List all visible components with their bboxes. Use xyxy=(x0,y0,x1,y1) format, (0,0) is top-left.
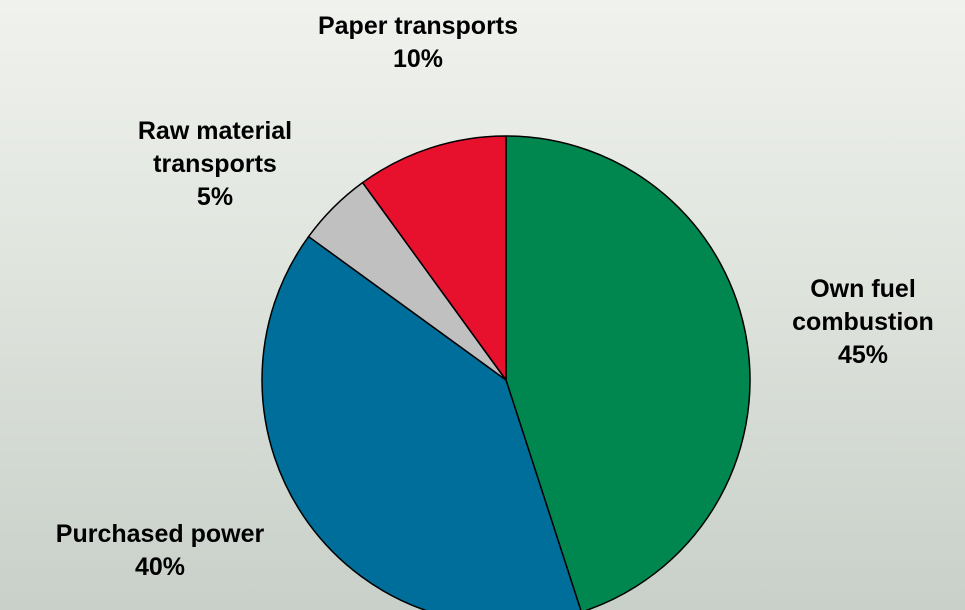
label-raw-material-line1: Raw material xyxy=(137,117,293,145)
label-own-fuel-line2: combustion xyxy=(792,308,934,336)
label-paper-transports-value: 10% xyxy=(392,45,444,73)
label-purchased-power-value: 40% xyxy=(134,553,186,581)
label-paper-transports: Paper transports 10% xyxy=(268,10,568,76)
label-own-fuel: Own fuel combustion 45% xyxy=(763,273,963,372)
pie-slice-paper-transports xyxy=(361,135,507,381)
label-raw-material: Raw material transports 5% xyxy=(90,115,340,214)
label-raw-material-line2: transports xyxy=(153,150,277,178)
label-purchased-power-line1: Purchased power xyxy=(55,520,265,548)
pie-slice-own-fuel xyxy=(505,135,751,610)
label-raw-material-value: 5% xyxy=(196,183,234,211)
label-own-fuel-line1: Own fuel xyxy=(810,275,916,303)
label-own-fuel-value: 45% xyxy=(837,341,889,369)
pie-slice-purchased-power xyxy=(261,235,582,610)
label-purchased-power: Purchased power 40% xyxy=(0,518,320,584)
label-paper-transports-line1: Paper transports xyxy=(317,12,519,40)
